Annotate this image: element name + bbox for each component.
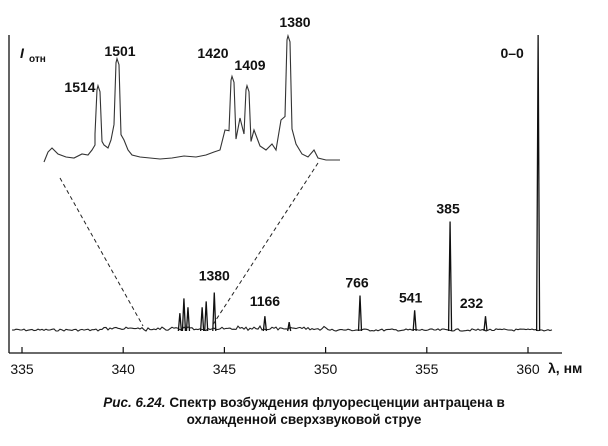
caption-text-1: Спектр возбуждения флуоресценции антраце…: [169, 395, 505, 410]
y-axis-label: I отн: [20, 45, 46, 65]
x-tick-label-350: 350: [314, 361, 338, 377]
inset-peak-label-1380: 1380: [279, 14, 310, 30]
main-peak-7: [287, 322, 292, 332]
x-tick-label-360: 360: [516, 361, 540, 377]
zoom-lines: [59, 162, 319, 327]
x-tick-label-335: 335: [10, 361, 34, 377]
axes: [8, 35, 562, 354]
x-ticks: 335 340 345 350 355 360: [10, 347, 540, 377]
caption-line-1: Рис. 6.24. Спектр возбуждения флуоресцен…: [0, 394, 608, 411]
y-axis-label-sub: отн: [29, 54, 46, 65]
main-peaks: 1380 1166 766 541 385 232 0–0: [177, 34, 541, 332]
peak-label-1380: 1380: [199, 268, 230, 284]
peak-label-541: 541: [399, 289, 423, 305]
zoom-line-right: [211, 162, 319, 327]
zoom-line-left: [59, 177, 144, 327]
main-peak-3: [199, 307, 205, 332]
inset-spectrum: [43, 33, 340, 163]
main-spectrum-baseline: [11, 325, 553, 332]
main-peak-1: [181, 298, 187, 332]
main-peak-0: [177, 313, 183, 332]
main-peak-9: [412, 310, 417, 332]
inset-peak-label-1420: 1420: [197, 45, 228, 61]
main-peak-4: [204, 301, 209, 332]
peak-label-385: 385: [436, 200, 460, 216]
peak-label-1166: 1166: [250, 293, 281, 309]
peak-label-232: 232: [460, 295, 484, 311]
inset-peak-label-1501: 1501: [104, 43, 135, 59]
x-tick-label-355: 355: [415, 361, 439, 377]
inset-peak-label-1514: 1514: [64, 79, 95, 95]
main-peak-8: [357, 295, 363, 332]
caption-line-2: охлажденной сверхзвуковой струе: [186, 412, 422, 427]
inset-peak-labels: 1514 1501 1420 1409 1380: [64, 14, 310, 95]
y-axis-label-main: I: [20, 45, 25, 61]
peak-label-0–0: 0–0: [500, 45, 524, 61]
x-tick-label-345: 345: [213, 361, 237, 377]
x-axis-label: λ, нм: [548, 360, 582, 376]
main-peak-6: [262, 316, 268, 332]
main-peak-2: [185, 307, 191, 332]
main-peak-11: [483, 316, 488, 332]
main-peak-5: [212, 292, 217, 332]
peak-label-766: 766: [345, 274, 369, 290]
figure-number: Рис. 6.24.: [103, 395, 166, 410]
x-tick-label-340: 340: [112, 361, 136, 377]
main-peak-12: [535, 34, 541, 332]
main-peak-10: [447, 221, 453, 332]
inset-peak-label-1409: 1409: [234, 57, 265, 73]
